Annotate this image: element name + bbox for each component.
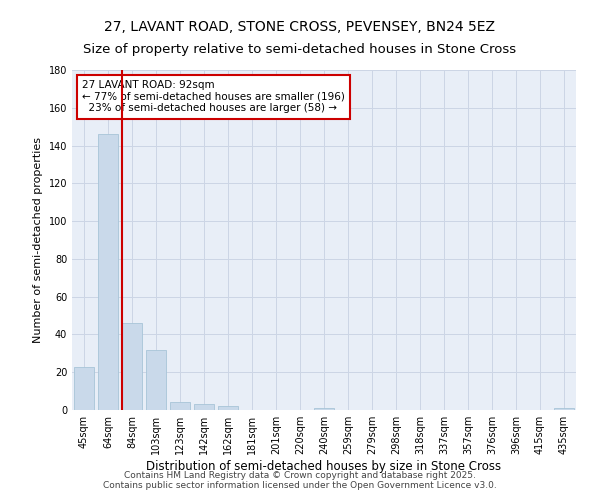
Text: 27, LAVANT ROAD, STONE CROSS, PEVENSEY, BN24 5EZ: 27, LAVANT ROAD, STONE CROSS, PEVENSEY, …	[104, 20, 496, 34]
Y-axis label: Number of semi-detached properties: Number of semi-detached properties	[33, 137, 43, 343]
Bar	[218, 406, 238, 410]
Bar	[74, 366, 94, 410]
X-axis label: Distribution of semi-detached houses by size in Stone Cross: Distribution of semi-detached houses by …	[146, 460, 502, 473]
Bar	[554, 408, 574, 410]
Bar	[194, 404, 214, 410]
Text: Contains HM Land Registry data © Crown copyright and database right 2025.
Contai: Contains HM Land Registry data © Crown c…	[103, 470, 497, 490]
Bar	[122, 323, 142, 410]
Bar	[170, 402, 190, 410]
Text: 27 LAVANT ROAD: 92sqm
← 77% of semi-detached houses are smaller (196)
  23% of s: 27 LAVANT ROAD: 92sqm ← 77% of semi-deta…	[82, 80, 345, 114]
Bar	[314, 408, 334, 410]
Bar	[98, 134, 118, 410]
Text: Size of property relative to semi-detached houses in Stone Cross: Size of property relative to semi-detach…	[83, 42, 517, 56]
Bar	[146, 350, 166, 410]
